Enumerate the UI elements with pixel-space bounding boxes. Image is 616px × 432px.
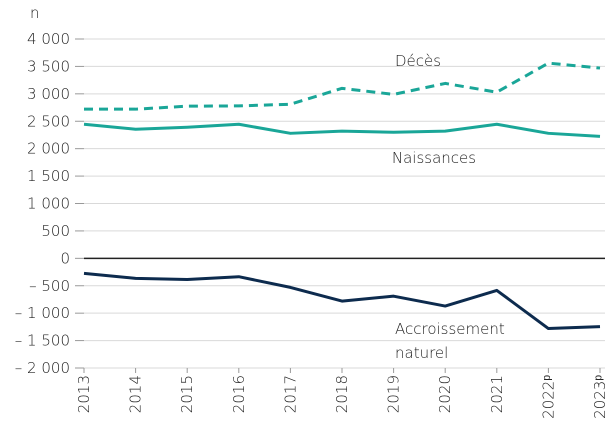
y-axis-label: n	[30, 4, 40, 22]
y-tick-label: 3 500	[27, 57, 70, 75]
y-tick-label: – 1 000	[15, 304, 70, 322]
annotation: naturel	[395, 344, 448, 362]
y-tick-label: 2 500	[27, 112, 70, 130]
annotation: Décès	[395, 52, 441, 70]
x-tick-label: 2018	[333, 375, 351, 413]
x-tick-label: 2019	[385, 375, 403, 413]
y-tick-label: 500	[41, 222, 70, 240]
annotation: Naissances	[392, 149, 476, 167]
x-tick-label: 2015	[178, 375, 196, 413]
x-tick-label: 2023ᵖ	[591, 375, 609, 419]
x-tick-label: 2013	[75, 375, 93, 413]
y-tick-label: 1 500	[27, 167, 70, 185]
x-tick-label: 2021	[488, 375, 506, 413]
y-tick-label: 1 000	[27, 195, 70, 213]
y-tick-label: 3 000	[27, 85, 70, 103]
x-tick-label: 2014	[127, 375, 145, 413]
x-tick-label: 2020	[436, 375, 454, 413]
y-tick-label: 4 000	[27, 30, 70, 48]
series-line	[84, 61, 601, 111]
y-tick-label: 2 000	[27, 140, 70, 158]
x-tick-label: 2022ᵖ	[539, 375, 557, 419]
series-line	[83, 271, 601, 331]
y-tick-label: – 500	[29, 277, 70, 295]
y-tick-label: 0	[60, 249, 70, 267]
x-tick-label: 2017	[281, 375, 299, 413]
series-line	[83, 122, 601, 138]
y-tick-label: – 2 000	[15, 359, 70, 377]
annotation: Accroissement	[395, 320, 505, 338]
x-tick-label: 2016	[230, 375, 248, 413]
y-tick-label: – 1 500	[15, 332, 70, 350]
